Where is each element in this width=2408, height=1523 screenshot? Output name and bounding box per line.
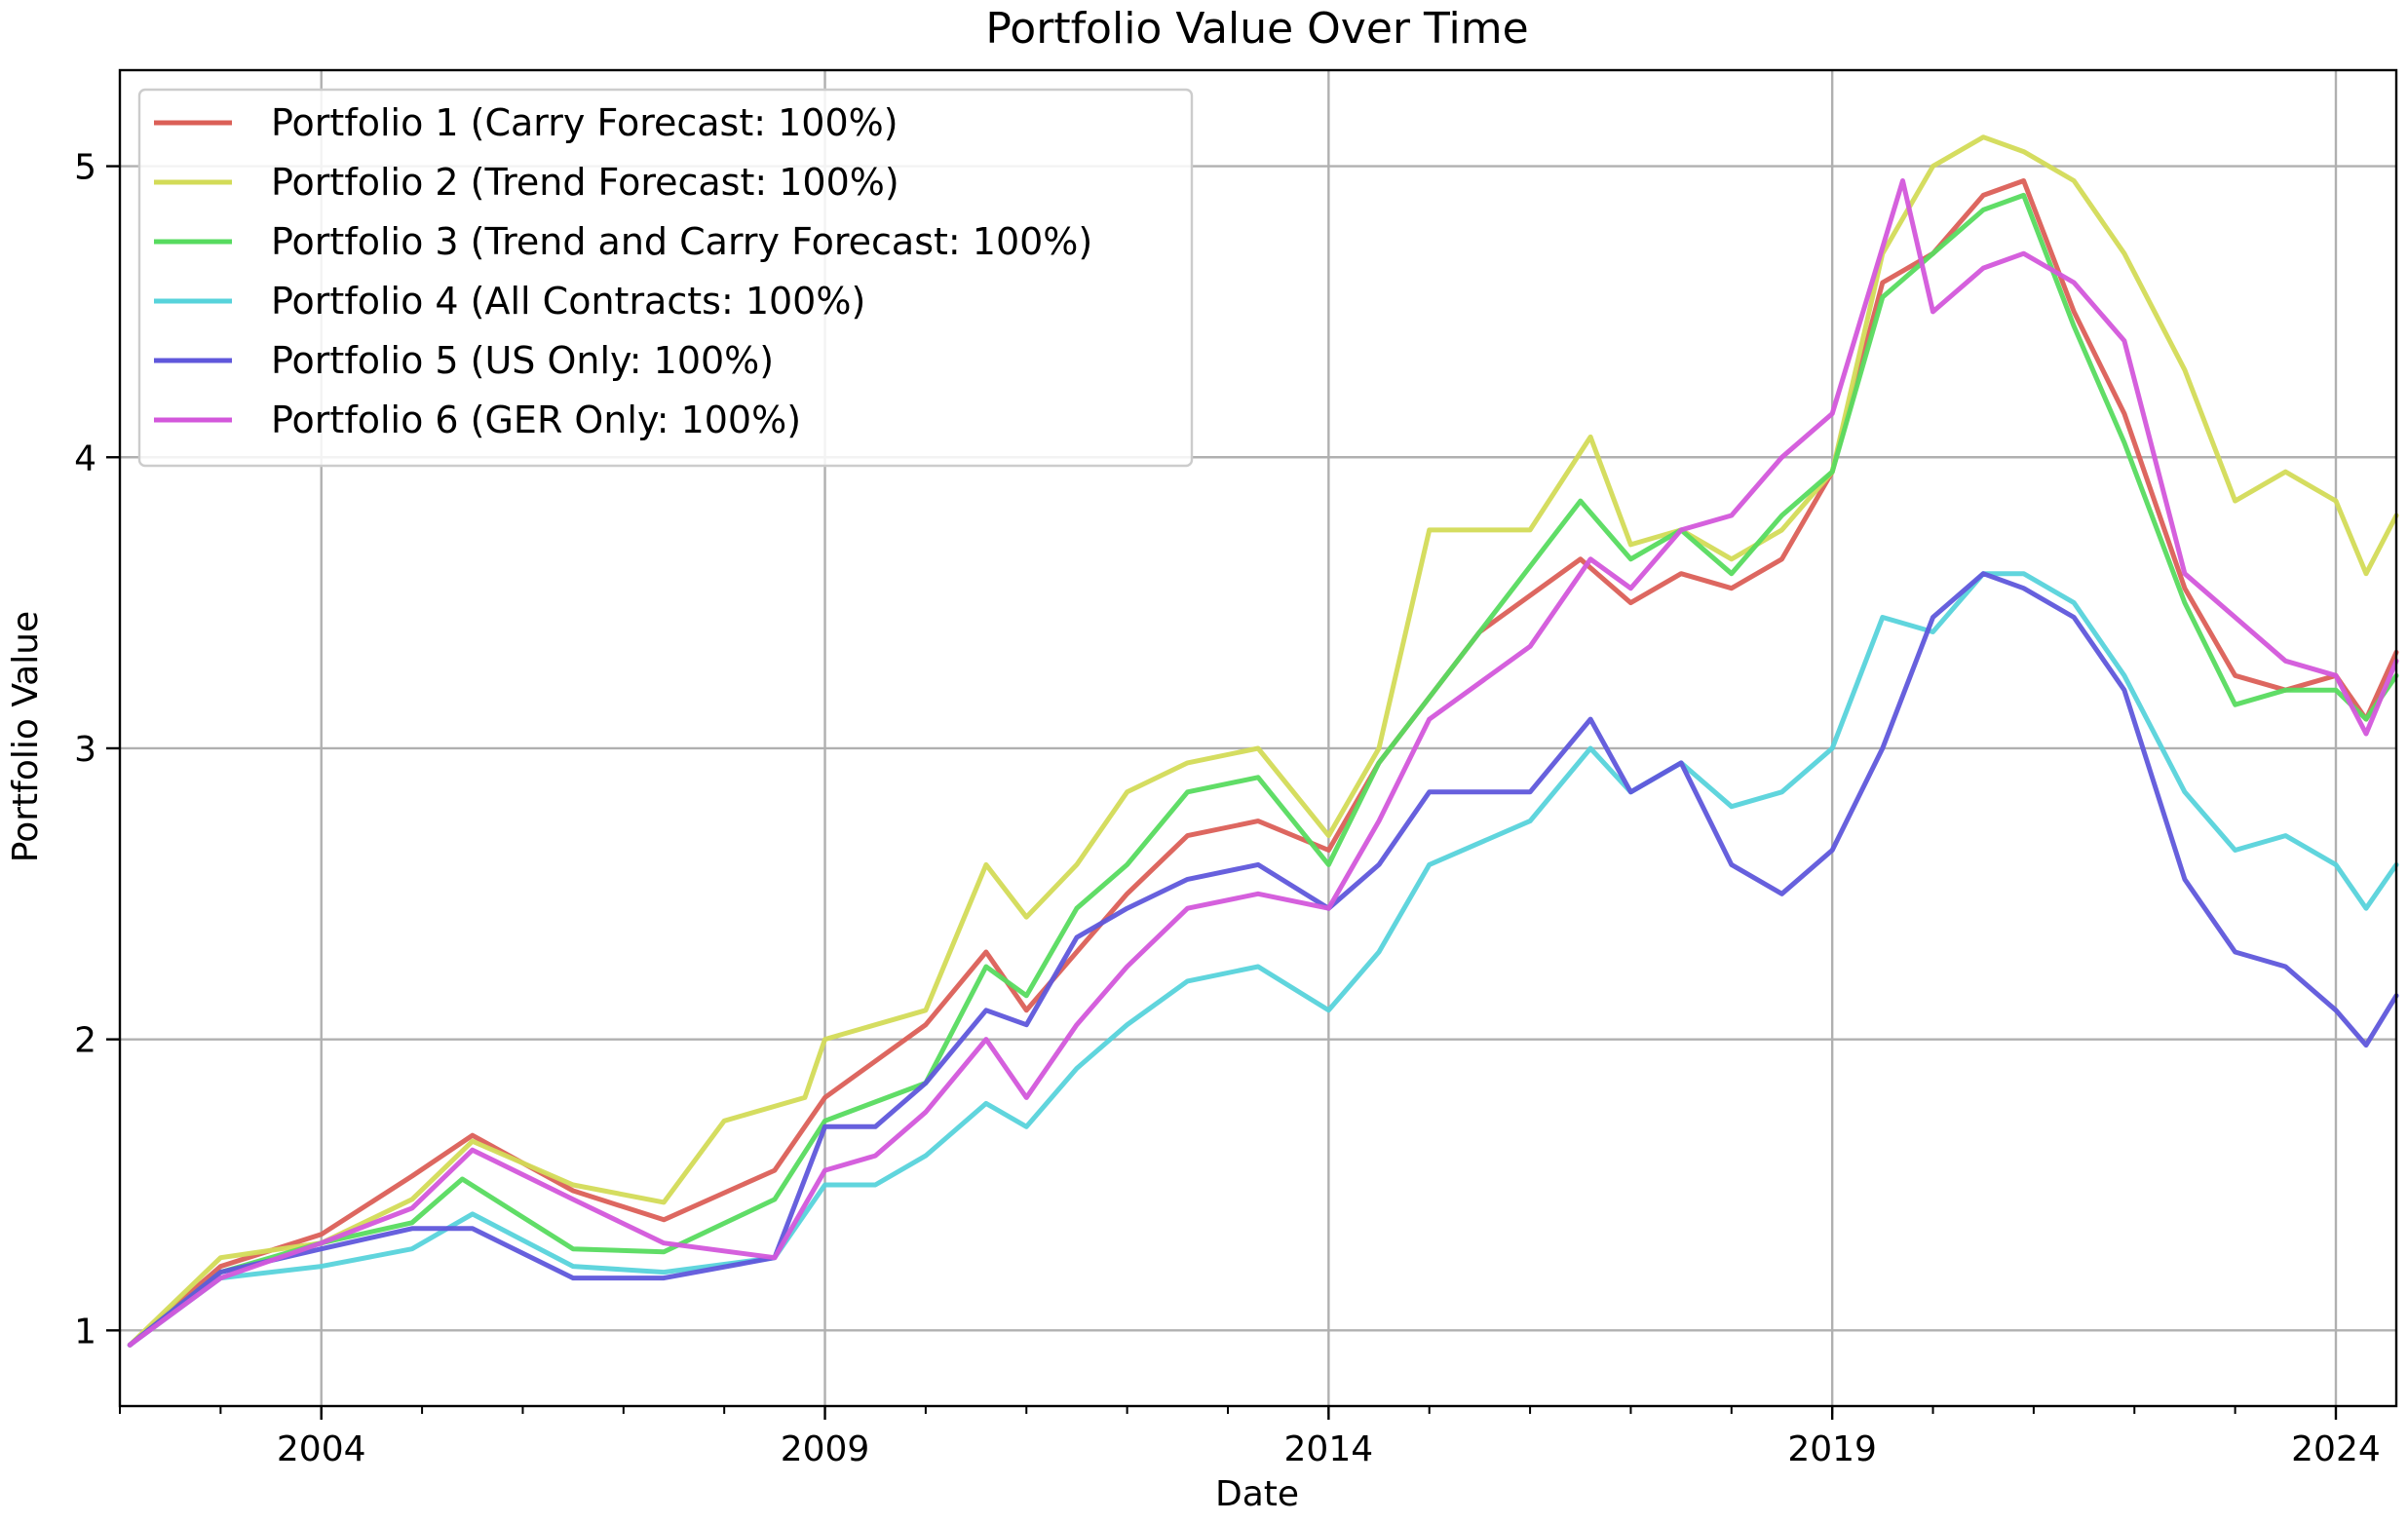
series-line-3	[127, 192, 2399, 1348]
legend-label-1: Portfolio 1 (Carry Forecast: 100%)	[271, 101, 898, 144]
series-line-2	[127, 134, 2399, 1348]
legend-label-3: Portfolio 3 (Trend and Carry Forecast: 1…	[271, 220, 1092, 263]
series-line-4	[127, 571, 2399, 1348]
x-axis-label: Date	[1215, 1474, 1299, 1514]
y-tick-label: 5	[74, 148, 96, 188]
plot-frame	[118, 68, 2398, 1408]
y-tick-label: 1	[74, 1312, 96, 1352]
legend-label-2: Portfolio 2 (Trend Forecast: 100%)	[271, 161, 899, 204]
legend-label-4: Portfolio 4 (All Contracts: 100%)	[271, 280, 865, 323]
y-tick-label: 4	[74, 438, 96, 478]
y-tick-label: 3	[74, 730, 96, 770]
x-tick-label: 2009	[781, 1429, 870, 1469]
series-line-5	[127, 571, 2399, 1348]
chart-title: Portfolio Value Over Time	[985, 4, 1528, 54]
x-tick-label: 2004	[277, 1429, 366, 1469]
x-tick-label: 2019	[1787, 1429, 1877, 1469]
x-tick-label: 2014	[1284, 1429, 1374, 1469]
legend-box	[137, 88, 1194, 468]
series-line-6	[127, 178, 2399, 1348]
y-tick-label: 2	[74, 1021, 96, 1061]
y-axis-label: Portfolio Value	[6, 611, 46, 862]
legend-label-6: Portfolio 6 (GER Only: 100%)	[271, 399, 801, 441]
legend-label-5: Portfolio 5 (US Only: 100%)	[271, 339, 774, 382]
x-tick-label: 2024	[2291, 1429, 2381, 1469]
legend: Portfolio 1 (Carry Forecast: 100%) Portfo…	[137, 88, 1194, 468]
